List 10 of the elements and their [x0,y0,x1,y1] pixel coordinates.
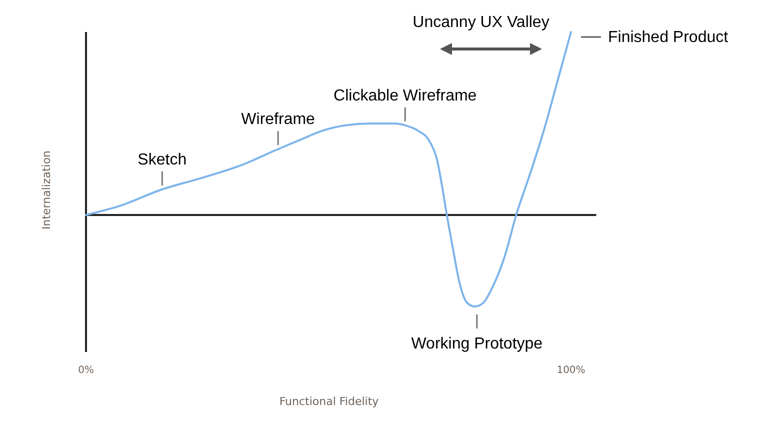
y-axis-title: Internalization [40,150,53,230]
text: Uncanny UX Valley [412,14,550,31]
annotation: Clickable Wireframe [334,87,477,104]
annotation: Sketch [138,151,187,168]
annotation: Working Prototype [411,336,543,352]
annotation: Finished Product [608,29,729,46]
x-tick-label: 100% [556,365,586,376]
x-tick-label: 0% [78,365,94,376]
annotation: Wireframe [241,111,316,128]
x-axis-title: Functional Fidelity [279,395,380,408]
